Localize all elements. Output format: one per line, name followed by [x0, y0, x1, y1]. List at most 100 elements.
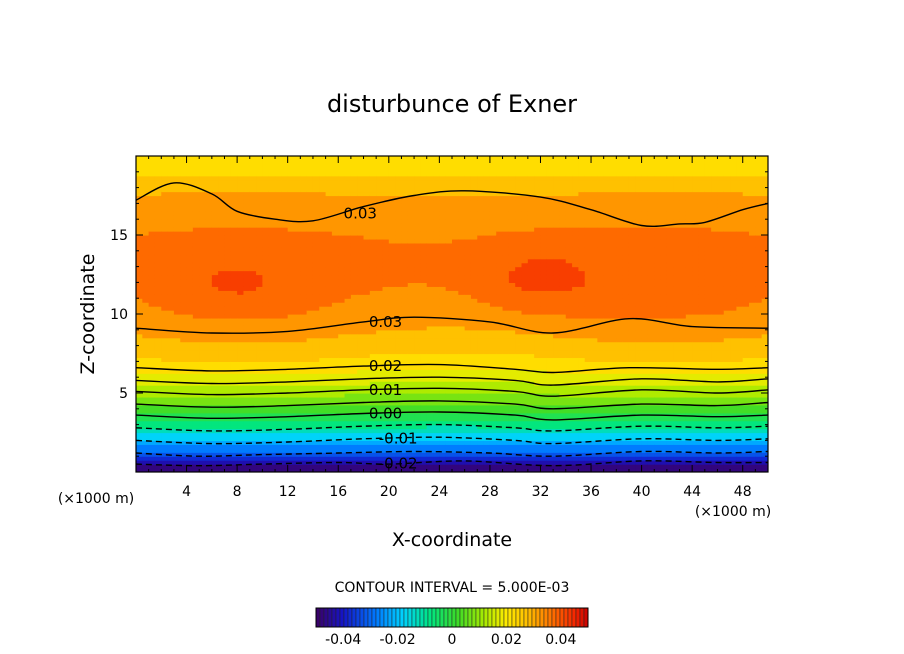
field-cell — [363, 408, 371, 414]
field-cell — [464, 416, 472, 422]
field-cell — [401, 191, 409, 197]
field-cell — [376, 416, 384, 422]
field-cell — [433, 412, 440, 418]
field-cell — [445, 258, 453, 264]
field-cell — [281, 179, 289, 185]
field-cell — [483, 321, 491, 327]
field-cell — [426, 393, 434, 398]
field-cell — [230, 416, 238, 422]
field-cell — [136, 211, 143, 216]
field-cell — [496, 238, 504, 244]
field-cell — [167, 163, 175, 169]
field-cell — [287, 440, 295, 445]
field-cell — [205, 436, 213, 441]
field-cell — [325, 436, 333, 441]
field-cell — [496, 199, 504, 204]
field-cell — [136, 444, 143, 449]
field-cell — [515, 444, 523, 449]
field-cell — [199, 302, 207, 307]
field-cell — [464, 298, 472, 303]
field-cell — [470, 246, 478, 252]
field-cell — [205, 432, 213, 438]
field-cell — [338, 404, 346, 410]
field-cell — [439, 195, 447, 201]
field-cell — [363, 195, 371, 201]
field-cell — [262, 250, 270, 256]
field-cell — [300, 258, 308, 264]
field-cell — [452, 440, 459, 445]
field-cell — [142, 211, 150, 216]
field-cell — [211, 167, 219, 173]
field-cell — [268, 227, 276, 232]
field-cell — [395, 290, 403, 295]
field-cell — [515, 448, 523, 453]
field-cell — [357, 440, 365, 445]
field-cell — [281, 353, 289, 359]
field-cell — [312, 396, 320, 402]
field-cell — [527, 349, 535, 355]
field-cell — [452, 254, 459, 260]
field-cell — [357, 373, 365, 378]
field-cell — [161, 412, 169, 418]
field-cell — [192, 393, 200, 398]
field-cell — [224, 365, 232, 370]
field-cell — [319, 242, 327, 248]
field-cell — [319, 278, 327, 283]
field-cell — [376, 460, 384, 465]
field-cell — [433, 396, 440, 402]
field-cell — [452, 215, 459, 220]
field-cell — [237, 369, 245, 374]
field-cell — [350, 223, 358, 228]
field-cell — [192, 156, 200, 161]
field-cell — [136, 460, 143, 465]
field-cell — [502, 215, 510, 220]
field-cell — [154, 460, 162, 465]
field-cell — [205, 227, 213, 232]
field-cell — [237, 357, 245, 362]
field-cell — [483, 389, 491, 394]
field-cell — [325, 353, 333, 359]
field-cell — [357, 325, 365, 331]
field-cell — [312, 400, 320, 406]
field-cell — [357, 396, 365, 402]
field-cell — [357, 227, 365, 232]
field-cell — [470, 337, 478, 343]
field-cell — [268, 369, 276, 374]
field-cell — [224, 290, 232, 295]
field-cell — [268, 219, 276, 224]
field-cell — [395, 432, 403, 438]
field-cell — [369, 412, 377, 418]
field-cell — [357, 361, 365, 366]
field-cell — [186, 389, 194, 394]
field-cell — [357, 179, 365, 185]
field-cell — [401, 270, 409, 276]
field-cell — [369, 369, 377, 374]
field-cell — [357, 468, 365, 472]
field-cell — [452, 321, 459, 327]
field-cell — [262, 428, 270, 434]
field-cell — [395, 420, 403, 426]
field-cell — [376, 325, 384, 331]
field-cell — [249, 274, 257, 280]
field-cell — [237, 306, 245, 311]
field-cell — [167, 381, 175, 386]
field-cell — [192, 408, 200, 414]
field-cell — [350, 163, 358, 169]
field-cell — [521, 345, 529, 351]
field-cell — [452, 270, 459, 276]
field-cell — [256, 159, 263, 165]
field-cell — [300, 389, 308, 394]
field-cell — [142, 223, 150, 228]
field-cell — [458, 191, 466, 197]
field-cell — [180, 215, 188, 220]
field-cell — [275, 416, 282, 422]
field-cell — [426, 266, 434, 272]
field-cell — [496, 211, 504, 216]
field-cell — [186, 396, 194, 402]
field-cell — [376, 191, 384, 197]
field-cell — [433, 290, 440, 295]
field-cell — [464, 231, 472, 236]
field-cell — [211, 357, 219, 362]
field-cell — [369, 219, 377, 224]
field-cell — [205, 464, 213, 469]
